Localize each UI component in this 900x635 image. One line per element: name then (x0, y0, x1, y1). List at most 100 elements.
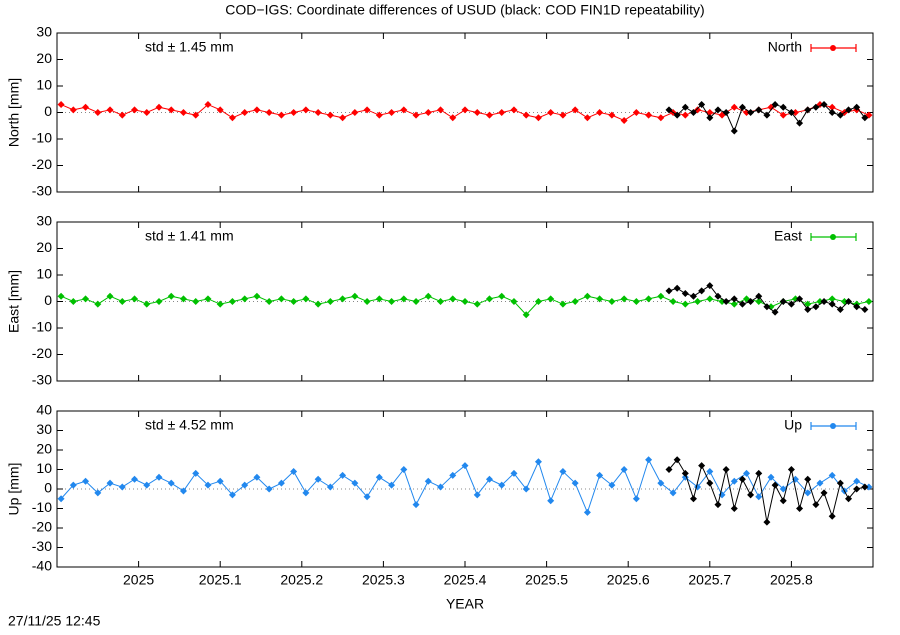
data-point (861, 114, 869, 122)
data-point (290, 298, 298, 305)
data-point (706, 282, 714, 290)
data-point (845, 106, 853, 114)
data-point (853, 103, 861, 111)
plot-frame (56, 410, 874, 568)
data-point (143, 109, 151, 116)
data-point (861, 483, 869, 491)
x-tick-label: 2025.4 (444, 572, 487, 588)
data-point (665, 287, 673, 295)
data-point (437, 483, 445, 491)
data-point (804, 475, 812, 483)
data-point (241, 481, 249, 489)
data-point (253, 292, 261, 300)
y-tick-label: 10 (36, 77, 52, 93)
data-point (559, 467, 567, 475)
data-point (596, 471, 604, 479)
data-point (241, 109, 249, 116)
data-point (645, 456, 653, 464)
data-point (94, 300, 102, 308)
y-tick-label: -20 (32, 156, 52, 172)
data-point (730, 300, 738, 308)
data-point (673, 111, 681, 119)
data-point (559, 300, 567, 308)
data-point (412, 501, 420, 509)
data-point (738, 475, 746, 483)
y-tick-label: -10 (32, 130, 52, 146)
data-point (787, 466, 795, 473)
data-point (216, 477, 224, 485)
data-point (828, 300, 836, 308)
data-point (167, 292, 175, 300)
data-point (228, 491, 236, 499)
data-point (669, 489, 677, 497)
data-point (796, 505, 804, 512)
annotation: std ± 1.45 mm (145, 39, 234, 55)
data-point (706, 295, 714, 303)
data-point (763, 518, 771, 526)
data-point (167, 106, 175, 114)
data-point (179, 295, 187, 303)
data-point (277, 479, 285, 487)
data-point (510, 106, 518, 114)
x-tick-label: 2025.6 (607, 572, 650, 588)
data-point (689, 495, 697, 503)
data-point (657, 292, 665, 300)
data-point (473, 300, 481, 308)
data-point (673, 284, 681, 292)
data-point (547, 497, 555, 505)
y-axis-label: Up [mm] (6, 463, 22, 516)
data-point (706, 467, 714, 475)
data-point (339, 114, 347, 122)
data-point (698, 101, 706, 109)
data-point (796, 119, 804, 127)
data-point (265, 485, 273, 493)
data-point (547, 109, 555, 116)
data-point (681, 290, 689, 298)
legend-marker (830, 45, 836, 51)
data-point (106, 106, 114, 114)
data-point (131, 295, 139, 303)
data-point (845, 495, 853, 503)
data-point (812, 303, 820, 311)
data-point (437, 298, 445, 305)
data-point (694, 298, 702, 305)
data-point (714, 501, 722, 509)
data-point (485, 111, 493, 119)
annotation: std ± 1.41 mm (145, 228, 234, 244)
data-point (118, 111, 126, 119)
data-point (730, 477, 738, 485)
data-point (400, 295, 408, 303)
x-tick-label: 2025.2 (280, 572, 323, 588)
data-point (118, 298, 126, 305)
data-point (820, 298, 828, 305)
x-axis-label: YEAR (446, 596, 484, 612)
data-point (743, 469, 751, 477)
data-point (771, 481, 779, 489)
data-point (118, 483, 126, 491)
data-point (82, 477, 90, 485)
y-tick-label: 20 (36, 239, 52, 255)
data-point (498, 481, 506, 489)
data-point (228, 298, 236, 305)
data-point (204, 101, 212, 109)
data-point (583, 508, 591, 516)
data-point (204, 295, 212, 303)
data-point (192, 469, 200, 477)
data-point (388, 481, 396, 489)
legend-label: East (774, 228, 802, 244)
data-point (698, 287, 706, 295)
data-point (290, 467, 298, 475)
data-point (461, 298, 469, 305)
data-point (747, 109, 755, 116)
data-point (755, 106, 763, 114)
y-tick-label: -30 (32, 183, 52, 199)
data-point (620, 466, 628, 473)
data-point (412, 298, 420, 305)
y-tick-label: 30 (36, 213, 52, 229)
data-point (339, 471, 347, 479)
data-point (865, 483, 873, 491)
data-point (828, 109, 836, 116)
data-point (698, 462, 706, 470)
data-point (216, 106, 224, 114)
data-point (763, 303, 771, 311)
